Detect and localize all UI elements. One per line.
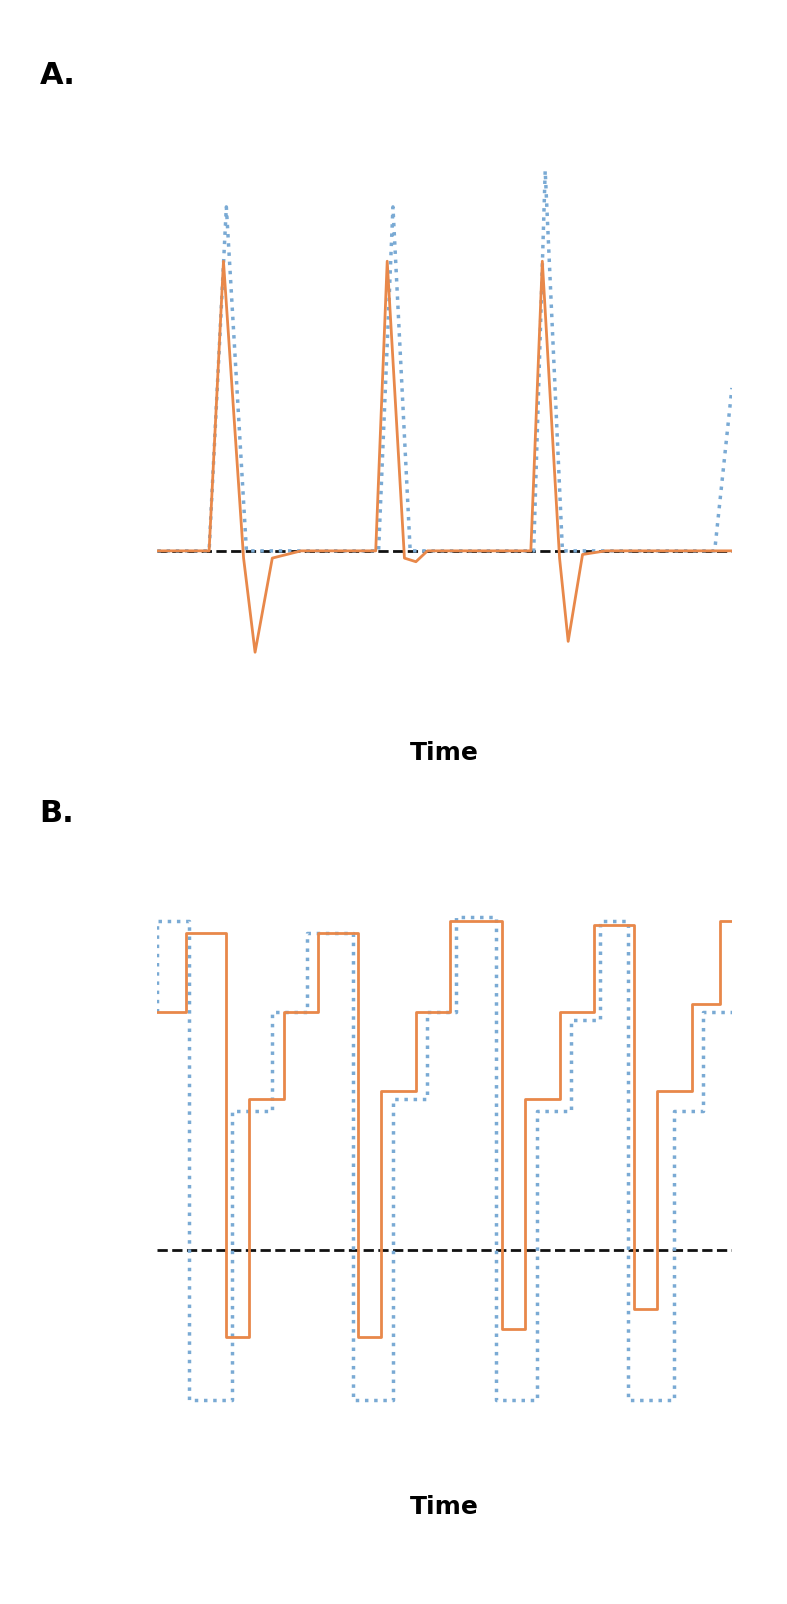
Text: Time: Time — [410, 1495, 479, 1519]
Text: B.: B. — [39, 799, 74, 828]
Text: A.: A. — [39, 61, 76, 90]
Text: Time: Time — [410, 741, 479, 765]
